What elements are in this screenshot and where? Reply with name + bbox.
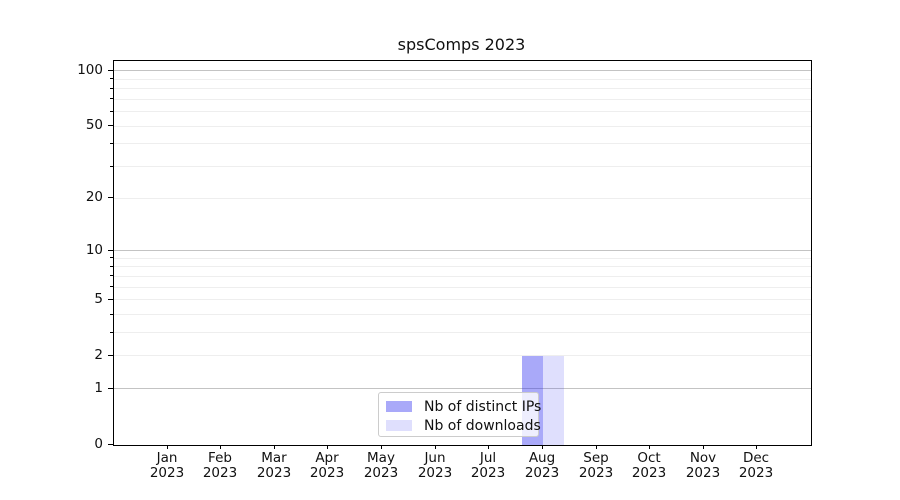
y-gridline-minor: [114, 332, 811, 334]
y-tick-minor: [110, 98, 113, 100]
chart-title: spsComps 2023: [397, 35, 526, 54]
x-tick: [756, 445, 757, 449]
y-tick-minor: [110, 265, 113, 267]
y-tick-major: [108, 444, 113, 445]
x-tick: [488, 445, 489, 449]
y-gridline-major: [114, 388, 811, 390]
x-tick-label-dec: Dec 2023: [738, 450, 774, 481]
x-tick: [542, 445, 543, 449]
y-tick-label: 1: [94, 379, 103, 396]
x-tick: [220, 445, 221, 449]
y-gridline-minor: [114, 266, 811, 268]
y-tick-label: 100: [77, 61, 103, 78]
y-tick-minor: [110, 165, 113, 167]
y-tick-label: 2: [94, 346, 103, 363]
y-tick-major: [108, 298, 113, 300]
y-gridline-major: [114, 70, 811, 72]
legend-item-downloads: Nb of downloads: [386, 416, 541, 435]
bar-downloads-aug: [543, 355, 564, 445]
y-tick-major: [108, 197, 113, 199]
x-tick: [435, 445, 436, 449]
y-tick-major: [108, 125, 113, 127]
y-tick-label: 0: [94, 436, 103, 452]
y-gridline-minor: [114, 314, 811, 315]
y-tick-label: 20: [85, 189, 103, 206]
x-tick: [274, 445, 275, 449]
y-tick-minor: [110, 78, 113, 80]
x-tick: [596, 445, 597, 449]
x-tick-label-apr: Apr 2023: [309, 450, 345, 481]
y-tick-major: [108, 387, 113, 389]
legend-item-distinct-ips: Nb of distinct IPs: [386, 397, 542, 416]
x-tick: [703, 445, 704, 449]
x-tick-label-mar: Mar 2023: [256, 450, 292, 481]
plot-area: Nb of distinct IPs Nb of downloads: [113, 60, 812, 446]
x-tick: [327, 445, 328, 449]
x-tick: [381, 445, 382, 449]
x-tick-label-nov: Nov 2023: [685, 450, 721, 481]
y-gridline-minor: [114, 98, 811, 100]
y-gridline-minor: [114, 125, 811, 127]
y-gridline-minor: [114, 78, 811, 80]
y-gridline-minor: [114, 257, 811, 259]
x-tick: [649, 445, 650, 449]
legend: Nb of distinct IPs Nb of downloads: [378, 392, 542, 437]
y-tick-minor: [110, 110, 113, 112]
y-tick-minor: [110, 87, 113, 89]
y-tick-label: 10: [85, 241, 103, 258]
y-tick-minor: [110, 286, 113, 288]
legend-swatch-downloads: [386, 420, 412, 431]
x-tick-label-aug: Aug 2023: [524, 450, 560, 481]
x-tick-label-sep: Sep 2023: [578, 450, 614, 481]
y-tick-label: 50: [85, 117, 103, 134]
legend-label-distinct-ips: Nb of distinct IPs: [424, 398, 542, 415]
x-tick-label-jun: Jun 2023: [417, 450, 453, 481]
y-gridline-minor: [114, 275, 811, 277]
y-gridline-minor: [114, 88, 811, 90]
x-tick-label-feb: Feb 2023: [202, 450, 238, 481]
y-gridline-minor: [114, 299, 811, 301]
y-tick-major: [108, 69, 113, 71]
y-tick-minor: [110, 313, 113, 315]
y-tick-minor: [110, 331, 113, 333]
y-tick-minor: [110, 275, 113, 277]
y-tick-major: [108, 249, 113, 251]
x-tick-label-may: May 2023: [363, 450, 399, 481]
x-tick-label-jan: Jan 2023: [149, 450, 185, 481]
y-gridline-minor: [114, 111, 811, 113]
y-gridline-minor: [114, 166, 811, 168]
legend-swatch-distinct-ips: [386, 401, 412, 412]
y-tick-minor: [110, 257, 113, 259]
y-gridline-minor: [114, 286, 811, 288]
y-tick-major: [108, 354, 113, 356]
x-tick: [167, 445, 168, 449]
legend-label-downloads: Nb of downloads: [424, 417, 541, 434]
y-gridline-minor: [114, 197, 811, 199]
y-gridline-minor: [114, 355, 811, 357]
y-tick-minor: [110, 142, 113, 144]
x-tick-label-oct: Oct 2023: [631, 450, 667, 481]
x-tick-label-jul: Jul 2023: [470, 450, 506, 481]
y-gridline-minor: [114, 143, 811, 145]
y-gridline-major: [114, 250, 811, 252]
y-tick-label: 5: [94, 290, 103, 307]
